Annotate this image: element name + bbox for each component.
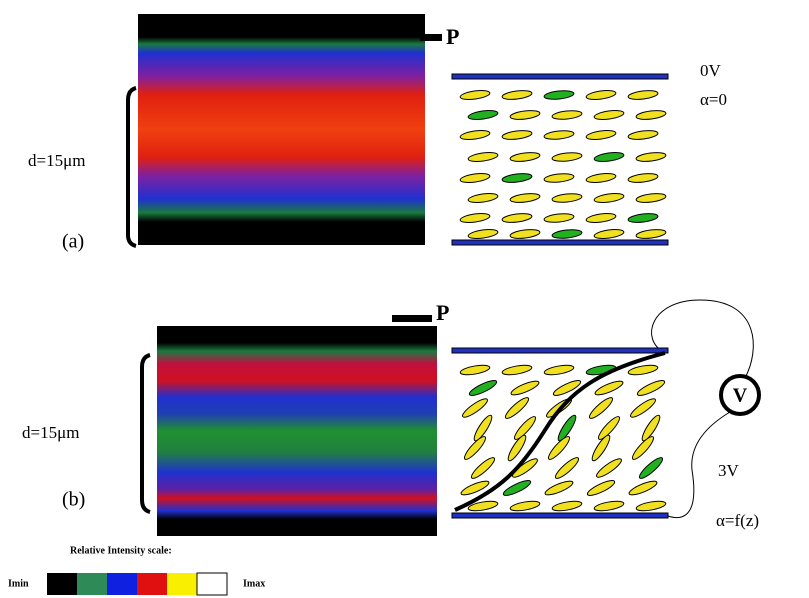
molecule bbox=[628, 396, 657, 420]
thickness-label: d=15μm bbox=[22, 423, 79, 442]
molecule bbox=[468, 228, 499, 240]
swatch bbox=[137, 573, 167, 595]
molecule bbox=[628, 129, 659, 141]
electrode bbox=[452, 513, 668, 518]
molecule bbox=[502, 363, 533, 376]
molecule bbox=[552, 151, 583, 162]
molecule bbox=[628, 172, 659, 184]
swatch bbox=[77, 573, 107, 595]
angle-label: α=0 bbox=[700, 90, 727, 109]
molecule bbox=[628, 363, 659, 376]
polarizer-bar bbox=[392, 315, 432, 322]
molecule bbox=[553, 455, 581, 481]
molecule bbox=[544, 479, 575, 498]
molecule bbox=[510, 192, 541, 204]
molecule bbox=[594, 109, 625, 121]
molecule bbox=[587, 395, 615, 421]
molecule bbox=[510, 228, 541, 240]
swatch bbox=[47, 573, 77, 595]
molecule bbox=[510, 109, 541, 121]
molecule bbox=[460, 396, 489, 420]
swatch bbox=[167, 573, 197, 595]
molecule bbox=[636, 378, 667, 398]
molecule bbox=[636, 228, 667, 240]
molecule bbox=[544, 89, 575, 100]
intensity-image bbox=[157, 326, 437, 536]
molecule bbox=[469, 455, 497, 481]
molecule bbox=[628, 479, 659, 498]
molecule bbox=[636, 151, 667, 163]
scale-low: Imin bbox=[8, 578, 29, 589]
molecule bbox=[460, 172, 491, 184]
molecule bbox=[468, 378, 499, 398]
molecule bbox=[594, 228, 625, 240]
molecule bbox=[544, 363, 575, 376]
molecule bbox=[544, 172, 575, 183]
molecule bbox=[552, 228, 583, 239]
molecule bbox=[544, 129, 575, 140]
swatch bbox=[107, 573, 137, 595]
molecule bbox=[502, 89, 533, 101]
molecule bbox=[586, 89, 617, 101]
molecule bbox=[544, 212, 575, 223]
molecule bbox=[552, 109, 583, 120]
angle-label: α=f(z) bbox=[716, 511, 759, 530]
scale-high: Imax bbox=[243, 578, 265, 589]
scale-title: Relative Intensity scale: bbox=[70, 545, 172, 556]
molecule bbox=[510, 499, 541, 512]
molecule bbox=[594, 192, 625, 204]
molecule bbox=[586, 212, 617, 224]
molecule bbox=[628, 212, 659, 224]
molecule bbox=[468, 192, 499, 204]
molecule bbox=[586, 129, 617, 141]
intensity-image bbox=[138, 14, 425, 245]
molecule bbox=[502, 212, 533, 224]
polarizer-bar bbox=[420, 34, 442, 41]
electrode bbox=[452, 348, 668, 353]
voltage-label: 3V bbox=[718, 461, 740, 480]
figure: P d=15μm (a) 0V α=0 P d=15μm (b) V 3V α=… bbox=[0, 0, 809, 598]
molecule bbox=[460, 89, 491, 101]
molecule bbox=[636, 109, 667, 121]
molecule bbox=[552, 192, 583, 203]
bracket bbox=[128, 88, 136, 246]
molecule bbox=[552, 499, 583, 512]
molecule bbox=[510, 151, 541, 163]
panel-label: (a) bbox=[62, 231, 84, 253]
polarizer-label: P bbox=[446, 24, 459, 49]
molecule bbox=[637, 455, 665, 481]
electrode bbox=[452, 74, 668, 79]
molecule bbox=[468, 151, 499, 163]
wire bbox=[652, 300, 754, 378]
molecule bbox=[586, 478, 617, 498]
molecule bbox=[460, 212, 491, 224]
molecule bbox=[636, 499, 667, 512]
molecule bbox=[468, 109, 499, 121]
molecule bbox=[594, 499, 625, 512]
molecule bbox=[594, 379, 625, 398]
swatch bbox=[197, 573, 227, 595]
panel-label: (b) bbox=[62, 489, 85, 511]
molecule bbox=[502, 129, 533, 141]
molecule bbox=[636, 192, 667, 204]
molecule bbox=[502, 172, 533, 184]
molecule bbox=[510, 379, 541, 398]
molecule bbox=[594, 456, 623, 480]
voltage-label: 0V bbox=[700, 61, 722, 80]
molecule bbox=[460, 129, 491, 141]
electrode bbox=[452, 240, 668, 245]
molecule bbox=[503, 395, 531, 421]
molecule bbox=[552, 378, 583, 398]
bracket bbox=[142, 355, 150, 512]
voltmeter-label: V bbox=[733, 385, 748, 407]
molecule bbox=[460, 363, 491, 376]
thickness-label: d=15μm bbox=[28, 151, 85, 170]
molecule bbox=[628, 89, 659, 101]
polarizer-label: P bbox=[436, 300, 449, 325]
molecule bbox=[586, 172, 617, 184]
molecule bbox=[594, 151, 625, 163]
